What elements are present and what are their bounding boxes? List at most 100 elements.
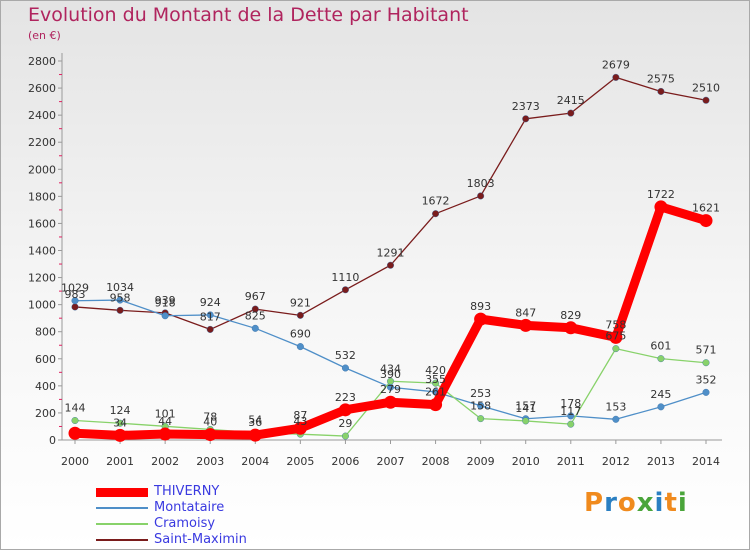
data-point bbox=[203, 428, 217, 442]
data-point bbox=[702, 96, 710, 104]
logo-letter: P bbox=[584, 488, 605, 518]
data-label: 921 bbox=[290, 296, 311, 309]
legend-swatch bbox=[96, 523, 148, 525]
data-point bbox=[522, 115, 530, 123]
data-label: 1110 bbox=[331, 271, 359, 284]
x-tick-label: 2004 bbox=[241, 455, 269, 468]
data-label: 967 bbox=[245, 290, 266, 303]
data-point bbox=[657, 403, 665, 411]
data-point bbox=[251, 324, 259, 332]
data-label: 2415 bbox=[557, 94, 585, 107]
y-tick-label: 2400 bbox=[28, 109, 56, 122]
data-label: 958 bbox=[110, 291, 131, 304]
legend-label: THIVERNY bbox=[154, 484, 220, 499]
y-tick-label: 1800 bbox=[28, 190, 56, 203]
data-point bbox=[161, 312, 169, 320]
data-label: 601 bbox=[650, 340, 671, 353]
data-point bbox=[657, 355, 665, 363]
data-point bbox=[474, 312, 488, 326]
data-label: 54 bbox=[248, 414, 262, 427]
x-tick-label: 2009 bbox=[467, 455, 495, 468]
data-label: 245 bbox=[650, 388, 671, 401]
data-point bbox=[71, 417, 79, 425]
y-tick-label: 1400 bbox=[28, 245, 56, 258]
data-point bbox=[296, 311, 304, 319]
data-label: 758 bbox=[605, 318, 626, 331]
chart-subtitle: (en €) bbox=[28, 29, 61, 42]
x-tick-label: 2010 bbox=[512, 455, 540, 468]
data-label: 983 bbox=[65, 288, 86, 301]
logo-letter: i bbox=[677, 488, 688, 518]
data-label: 1672 bbox=[422, 195, 450, 208]
data-point bbox=[429, 398, 443, 412]
y-tick-label: 1000 bbox=[28, 299, 56, 312]
data-label: 918 bbox=[155, 297, 176, 310]
data-label: 1722 bbox=[647, 188, 675, 201]
logo-letter: r bbox=[604, 488, 618, 518]
y-tick-label: 2800 bbox=[28, 55, 56, 68]
data-point bbox=[158, 427, 172, 441]
y-tick-label: 2000 bbox=[28, 163, 56, 176]
data-label: 434 bbox=[380, 362, 401, 375]
data-point bbox=[116, 296, 124, 304]
data-label: 2373 bbox=[512, 100, 540, 113]
data-point bbox=[654, 200, 668, 214]
legend-item: Montataire bbox=[96, 500, 326, 516]
legend-item: Cramoisy bbox=[96, 516, 326, 532]
data-point bbox=[477, 402, 485, 410]
data-label: 2575 bbox=[647, 72, 675, 85]
data-label: 43 bbox=[293, 415, 307, 428]
data-label: 2510 bbox=[692, 81, 720, 94]
data-point bbox=[113, 428, 127, 442]
data-point bbox=[567, 412, 575, 420]
x-tick-label: 2003 bbox=[196, 455, 224, 468]
data-point bbox=[116, 419, 124, 427]
data-label: 352 bbox=[696, 373, 717, 386]
data-label: 1803 bbox=[467, 177, 495, 190]
data-label: 40 bbox=[203, 416, 217, 429]
legend-label: Saint-Maximin bbox=[154, 532, 247, 547]
y-tick-label: 600 bbox=[35, 353, 56, 366]
x-tick-label: 2007 bbox=[377, 455, 405, 468]
data-label: 1291 bbox=[377, 246, 405, 259]
data-label: 817 bbox=[200, 310, 221, 323]
legend-swatch bbox=[96, 487, 148, 497]
data-label: 893 bbox=[470, 300, 491, 313]
data-label: 36 bbox=[248, 416, 262, 429]
data-point bbox=[612, 415, 620, 423]
data-label: 29 bbox=[338, 417, 352, 430]
data-point bbox=[338, 403, 352, 417]
data-label: 355 bbox=[425, 373, 446, 386]
proxiti-logo: Proxiti bbox=[584, 488, 688, 518]
legend-label: Montataire bbox=[154, 500, 225, 515]
data-point bbox=[609, 330, 623, 344]
data-label: 87 bbox=[293, 409, 307, 422]
data-label: 144 bbox=[65, 402, 86, 415]
data-label: 1621 bbox=[692, 202, 720, 215]
data-point bbox=[71, 303, 79, 311]
data-label: 253 bbox=[470, 387, 491, 400]
data-label: 571 bbox=[696, 344, 717, 357]
data-point bbox=[68, 426, 82, 440]
data-point bbox=[116, 306, 124, 314]
y-tick-label: 2600 bbox=[28, 82, 56, 95]
legend-item: Saint-Maximin bbox=[96, 532, 326, 548]
data-label: 157 bbox=[515, 400, 536, 413]
data-label: 44 bbox=[158, 415, 172, 428]
y-tick-label: 0 bbox=[49, 434, 56, 447]
logo-letter: t bbox=[664, 488, 678, 518]
legend-swatch bbox=[96, 539, 148, 541]
data-label: 223 bbox=[335, 391, 356, 404]
data-point bbox=[341, 432, 349, 440]
logo-letter: o bbox=[617, 488, 637, 518]
data-point bbox=[341, 364, 349, 372]
data-label: 420 bbox=[425, 364, 446, 377]
data-label: 825 bbox=[245, 309, 266, 322]
x-tick-label: 2012 bbox=[602, 455, 630, 468]
data-label: 141 bbox=[515, 402, 536, 415]
data-point bbox=[341, 286, 349, 294]
legend-label: Cramoisy bbox=[154, 516, 216, 531]
y-tick-label: 2200 bbox=[28, 136, 56, 149]
x-tick-label: 2014 bbox=[692, 455, 720, 468]
